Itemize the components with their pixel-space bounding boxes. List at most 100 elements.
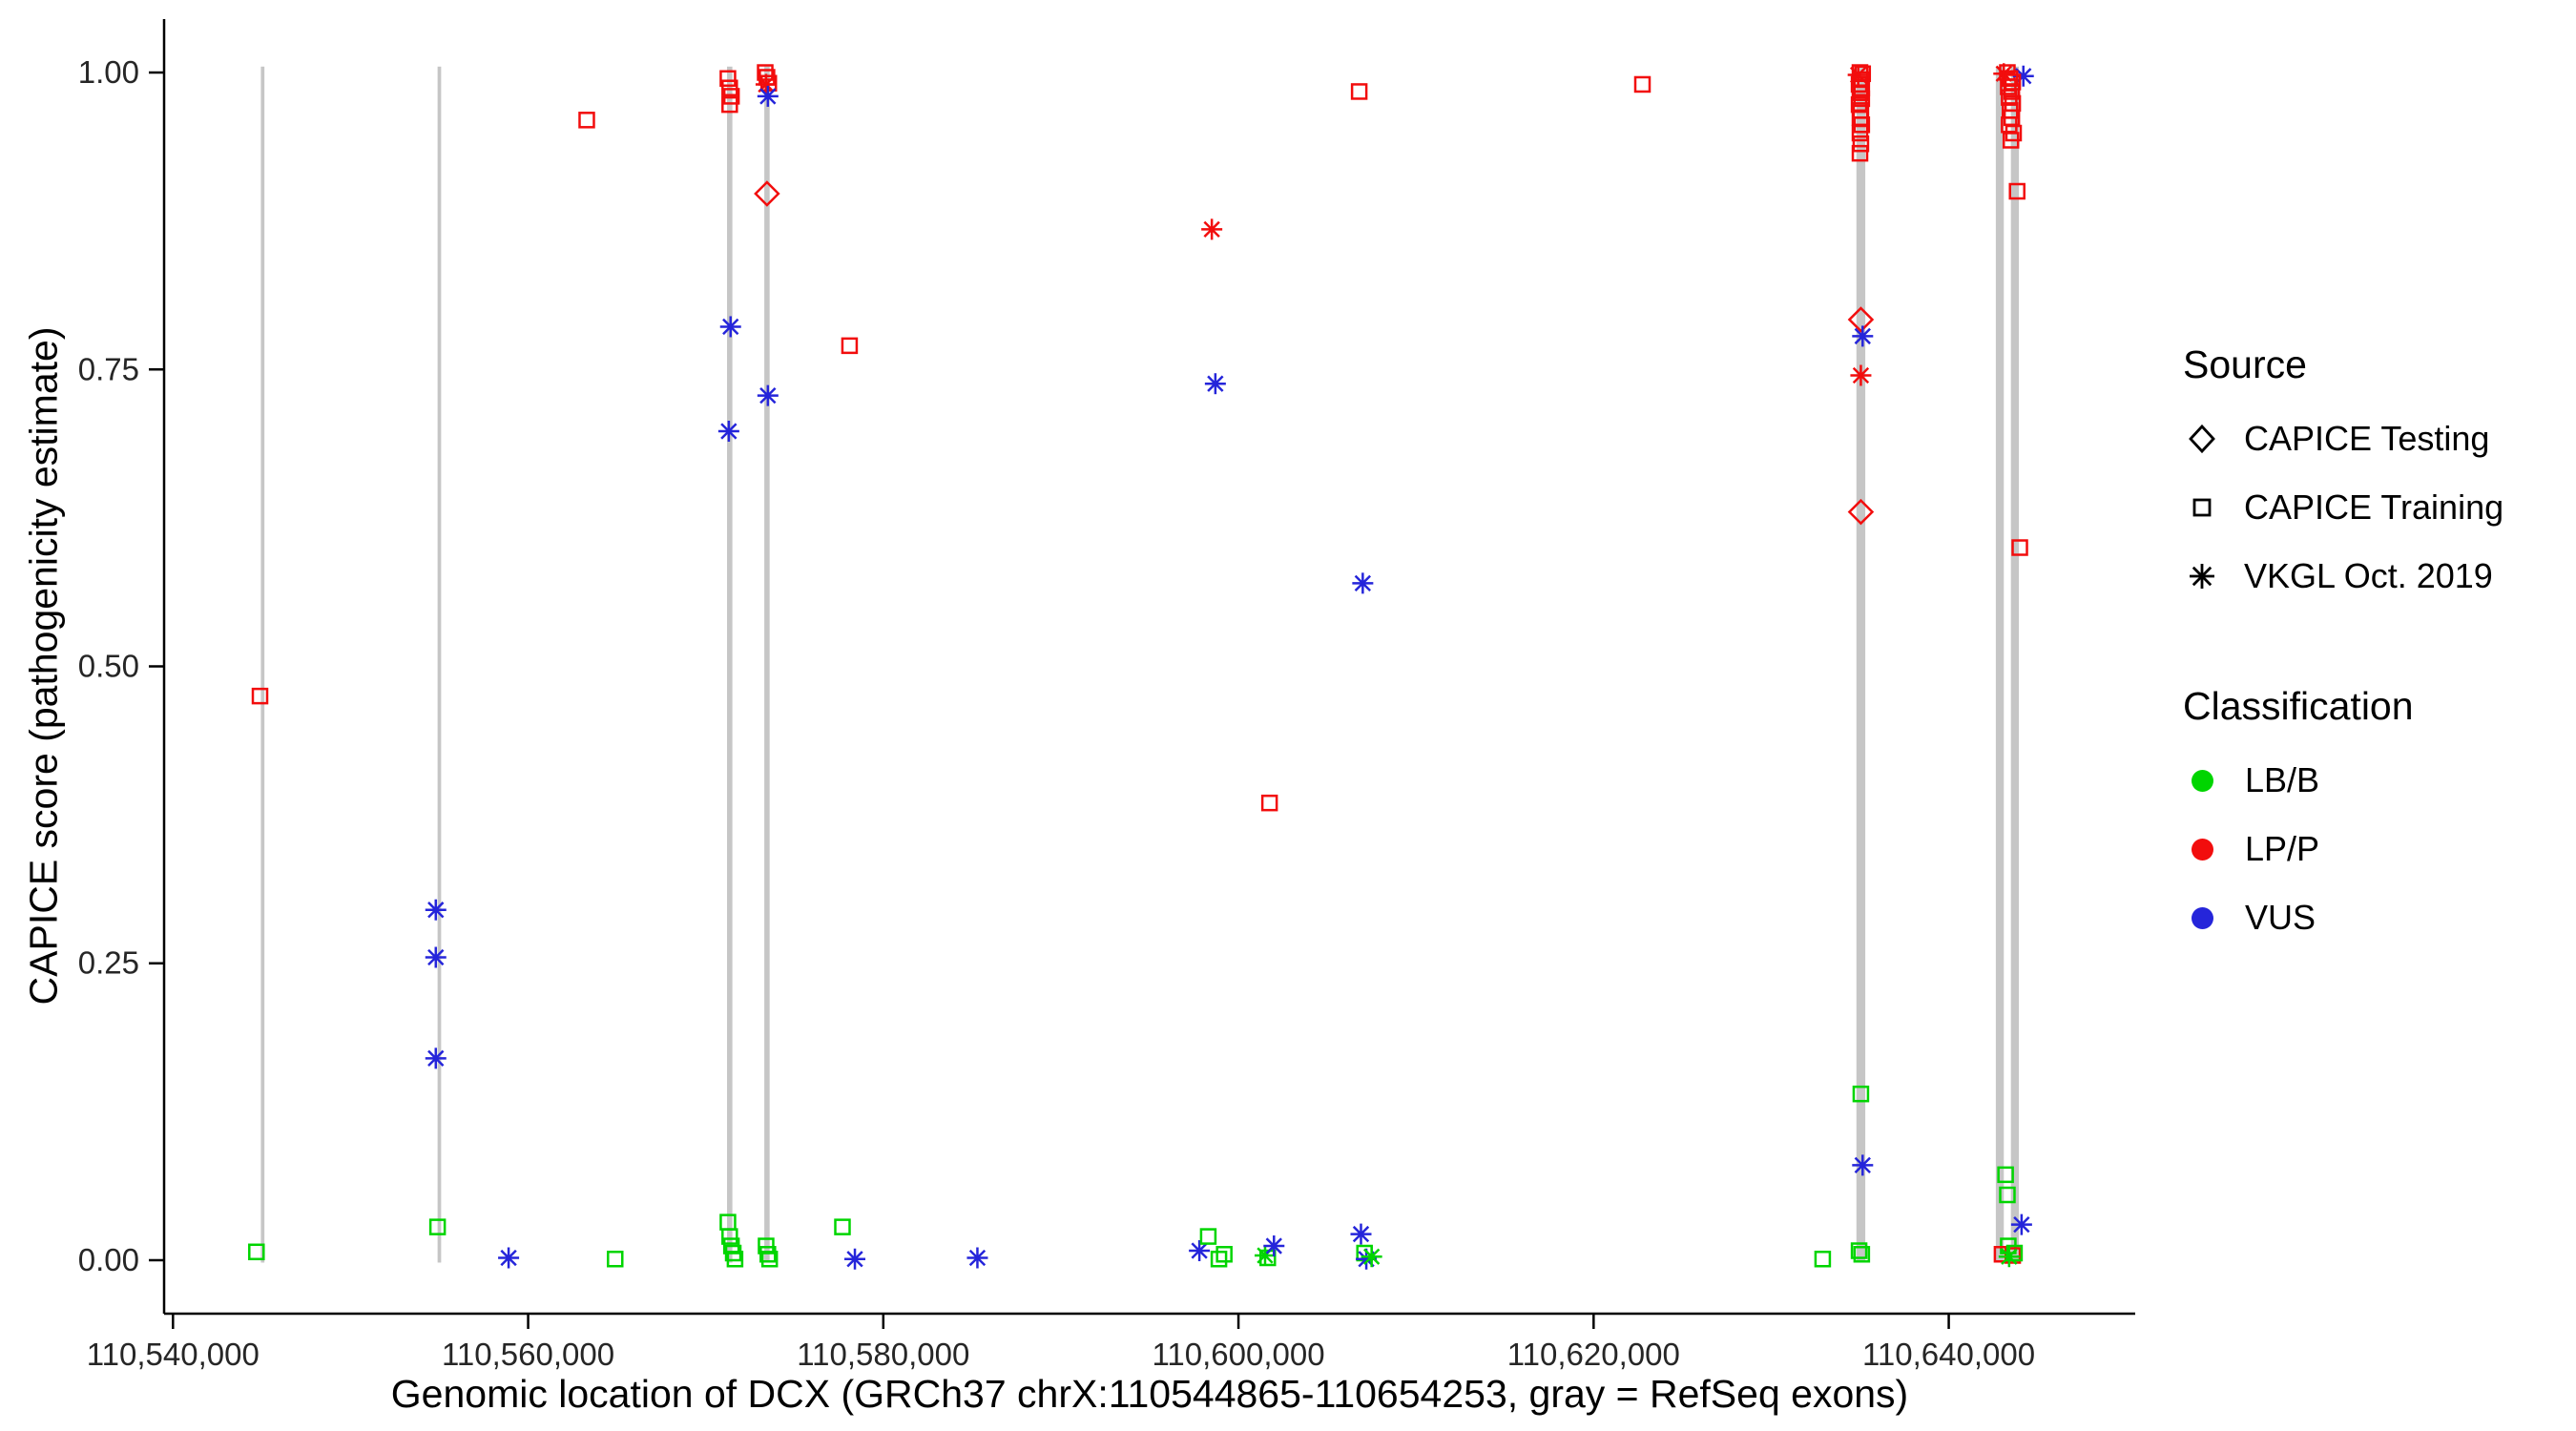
legend-item-capice-training: CAPICE Training: [2183, 473, 2503, 542]
lpp-circle-icon: [2192, 838, 2213, 861]
legend-item-label: LB/B: [2245, 760, 2320, 799]
data-point: [498, 1247, 520, 1269]
data-point: [719, 316, 741, 338]
data-point: [760, 1250, 779, 1268]
diamond-icon: [2189, 424, 2215, 454]
legend-item-capice-testing: CAPICE Testing: [2183, 404, 2503, 473]
data-point: [1210, 1250, 1228, 1268]
data-point: [1852, 325, 1874, 347]
data-point: [1350, 1223, 1372, 1245]
data-point: [1998, 1246, 2020, 1268]
data-point: [759, 1246, 777, 1263]
exon-band: [1995, 66, 2005, 1263]
data-point: [726, 1250, 744, 1268]
data-point: [721, 95, 738, 114]
data-point: [757, 384, 779, 406]
data-point: [719, 70, 737, 87]
data-point: [425, 946, 447, 968]
data-point: [1852, 1085, 1870, 1103]
data-point: [1189, 1240, 1211, 1262]
data-point: [607, 1250, 624, 1268]
data-point: [1199, 1228, 1217, 1245]
data-point: [1851, 84, 1869, 101]
x-tick-label: 110,540,000: [87, 1337, 260, 1372]
x-tick-label: 110,580,000: [797, 1337, 969, 1372]
data-point: [251, 687, 269, 705]
x-tick-label: 110,640,000: [1862, 1337, 2035, 1372]
data-point: [425, 1047, 447, 1069]
data-point: [721, 1228, 738, 1245]
data-point: [1215, 1246, 1233, 1263]
lbb-circle-icon: [2192, 769, 2213, 792]
x-tick-label: 110,560,000: [442, 1337, 614, 1372]
data-point: [1852, 1154, 1874, 1176]
legend-item-label: CAPICE Testing: [2244, 419, 2490, 458]
data-point: [1361, 1246, 1382, 1268]
data-point: [2002, 132, 2020, 149]
data-point: [2000, 78, 2017, 95]
data-point: [717, 420, 739, 442]
x-tick-label: 110,620,000: [1507, 1337, 1680, 1372]
exon-band: [437, 66, 442, 1263]
data-point: [578, 112, 595, 129]
data-point: [1847, 498, 1875, 526]
data-point: [2008, 182, 2025, 200]
legend-gap: [2183, 611, 2503, 681]
data-point: [2005, 1244, 2024, 1262]
data-point: [1850, 1242, 1868, 1259]
data-point: [428, 1218, 447, 1235]
data-point: [1263, 1235, 1285, 1257]
data-point: [1853, 1246, 1871, 1263]
vus-circle-icon: [2192, 906, 2213, 929]
legend-classification-title: Classification: [2183, 684, 2414, 728]
data-point: [1352, 572, 1374, 594]
data-point: [1814, 1250, 1832, 1268]
y-tick-label: 1.00: [78, 54, 139, 90]
data-point: [1850, 364, 1872, 386]
exon-band: [764, 66, 770, 1263]
x-axis-title: Genomic location of DCX (GRCh37 chrX:110…: [390, 1372, 1909, 1416]
exon-band: [2010, 66, 2020, 1263]
data-point: [2001, 89, 2018, 106]
data-point: [724, 1244, 742, 1262]
y-tick-label: 0.00: [78, 1242, 139, 1277]
asterisk-icon: [2190, 564, 2214, 589]
legend-item-vkgl: VKGL Oct. 2019: [2183, 542, 2503, 611]
legend: Source CAPICE Testing CAPICE Training: [2183, 340, 2503, 952]
square-icon: [2192, 498, 2212, 517]
data-point: [1997, 1166, 2014, 1184]
data-point: [2010, 1213, 2032, 1235]
data-point: [834, 1218, 851, 1235]
data-point: [1350, 83, 1368, 100]
y-tick-label: 0.75: [78, 351, 139, 386]
data-point: [1847, 306, 1875, 333]
legend-item-label: LP/P: [2245, 829, 2320, 868]
legend-item-lbb: LB/B: [2183, 746, 2503, 815]
exon-band: [260, 66, 265, 1263]
x-tick-label: 110,600,000: [1153, 1337, 1325, 1372]
legend-item-lpp: LP/P: [2183, 815, 2503, 883]
data-point: [1201, 218, 1223, 240]
data-point: [425, 899, 447, 921]
legend-source-title: Source: [2183, 342, 2307, 386]
y-axis-title: CAPICE score (pathogenicity estimate): [21, 326, 66, 1006]
exon-band: [1856, 66, 1866, 1263]
data-point: [754, 180, 780, 207]
data-point: [844, 1248, 866, 1270]
data-point: [966, 1247, 988, 1269]
data-point: [1851, 124, 1869, 142]
legend-item-label: VUS: [2245, 898, 2316, 937]
data-point: [1260, 794, 1278, 812]
data-point: [1853, 90, 1871, 108]
data-point: [2011, 539, 2028, 556]
data-point: [1999, 1186, 2016, 1204]
legend-item-label: VKGL Oct. 2019: [2244, 556, 2493, 595]
y-tick-label: 0.25: [78, 945, 139, 981]
data-point: [841, 337, 859, 355]
y-tick-label: 0.50: [78, 649, 139, 684]
data-point: [248, 1243, 265, 1261]
data-point: [1852, 135, 1870, 153]
data-point: [757, 85, 779, 107]
